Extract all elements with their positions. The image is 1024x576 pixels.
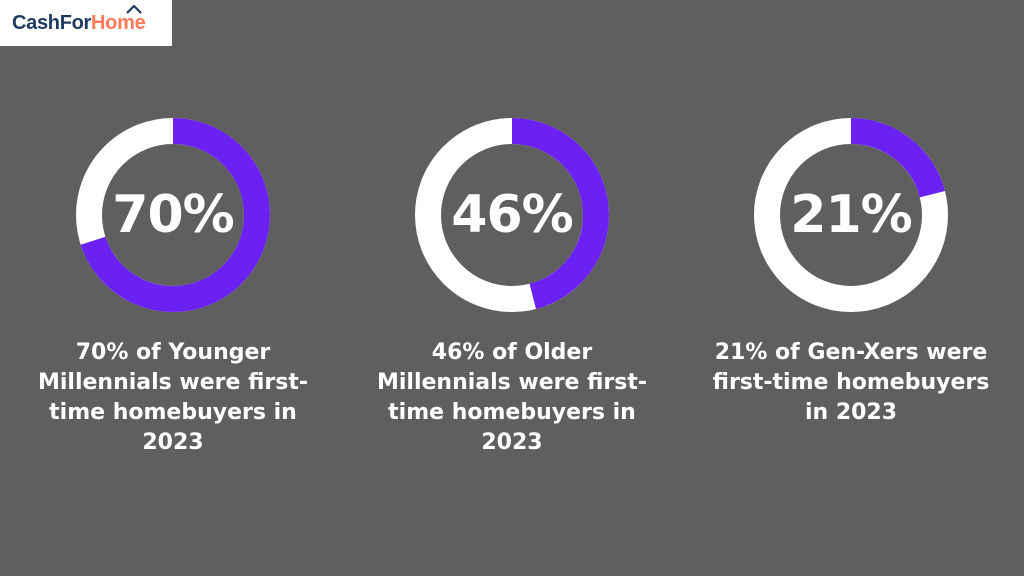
donut-center-label: 21% [790,185,912,245]
donut-ring [754,118,948,312]
donut-chart-younger-millennials: 70% [68,110,278,320]
donut-ring [415,118,609,312]
donut-chart-gen-xers: 21% [746,110,956,320]
donut-center-label: 46% [451,185,573,245]
house-roof-icon [126,4,142,14]
donut-slice-first-time-homebuyers [76,118,270,312]
brand-name-part1: CashFor [12,12,92,34]
donut-caption: 21% of Gen-Xers were first-time homebuye… [712,340,990,425]
brand-name: CashForHome [12,12,146,35]
donut-caption: 46% of Older Millennials were first-time… [376,340,647,455]
donut-slice-first-time-homebuyers [415,118,609,312]
brand-name-part2: Home [91,12,146,34]
donut-chart-older-millennials: 46% [407,110,617,320]
donut-center-label: 70% [112,185,234,245]
donut-ring [76,118,270,312]
donut-caption: 70% of Younger Millennials were first-ti… [37,340,308,455]
brand-logo: CashForHome [0,0,172,46]
donut-slice-first-time-homebuyers [754,118,948,312]
